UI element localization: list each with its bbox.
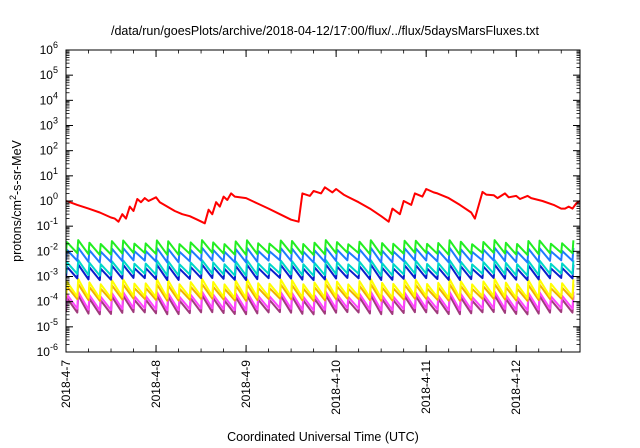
chart-title: /data/run/goesPlots/archive/2018-04-12/1… [111, 24, 540, 38]
series-line-4 [66, 263, 575, 282]
x-axis: 2018-4-7 2018-4-8 2018-4-9 2018-4-10 2018-4-… [59, 50, 562, 415]
y-tick-exponent: -4 [50, 292, 58, 302]
y-tick-label: 10-2 [37, 241, 58, 258]
y-tick-exponent: 3 [53, 116, 58, 126]
y-tick-label: 103 [40, 116, 58, 133]
y-tick-exponent: -1 [50, 216, 58, 226]
y-tick-label: 10-3 [37, 267, 58, 284]
y-tick-label: 10-6 [37, 342, 58, 359]
series-line-6 [66, 283, 575, 302]
y-tick-exponent: -3 [50, 267, 58, 277]
series-line-1 [66, 239, 575, 256]
y-axis-label-pre: protons/cm [10, 200, 24, 262]
y-tick-base: 10 [40, 119, 54, 133]
y-tick-label: 10-1 [37, 216, 58, 233]
y-tick-exponent: -5 [50, 317, 58, 327]
series-line-2 [66, 246, 575, 264]
y-tick-base: 10 [40, 144, 54, 158]
series-line-3 [66, 259, 575, 277]
x-tick-label: 2018-4-8 [149, 360, 163, 408]
series-line-7 [66, 290, 575, 312]
y-axis-label-post: -s-sr-MeV [10, 139, 24, 195]
y-tick-label: 10-5 [37, 317, 58, 334]
y-tick-base: 10 [37, 244, 51, 258]
y-tick-base: 10 [37, 320, 51, 334]
y-tick-label: 104 [40, 90, 58, 107]
series-line-8 [66, 294, 575, 316]
y-tick-label: 10-4 [37, 292, 58, 309]
y-tick-label: 100 [40, 191, 58, 208]
y-tick-label: 106 [40, 40, 58, 57]
y-tick-exponent: 4 [53, 90, 58, 100]
y-tick-base: 10 [37, 219, 51, 233]
y-tick-exponent: 5 [53, 65, 58, 75]
y-tick-label: 105 [40, 65, 58, 82]
x-tick-label: 2018-4-9 [239, 360, 253, 408]
y-tick-base: 10 [40, 68, 54, 82]
y-tick-label: 102 [40, 141, 58, 158]
x-tick-label: 2018-4-10 [329, 360, 343, 415]
y-tick-base: 10 [37, 295, 51, 309]
y-axis: 10-610-510-410-310-210-11001011021031041… [37, 40, 580, 359]
series-line-0 [66, 186, 580, 225]
y-tick-base: 10 [40, 93, 54, 107]
y-tick-exponent: 0 [53, 191, 58, 201]
y-tick-exponent: -6 [50, 342, 58, 352]
y-tick-label: 101 [40, 166, 58, 183]
y-tick-base: 10 [40, 194, 54, 208]
plot-area [66, 186, 580, 316]
x-tick-label: 2018-4-12 [509, 360, 523, 415]
y-tick-base: 10 [40, 169, 54, 183]
y-tick-exponent: 1 [53, 166, 58, 176]
y-axis-label-sup: 2 [8, 195, 18, 200]
x-tick-label: 2018-4-11 [419, 360, 433, 414]
series-layer [66, 186, 580, 316]
y-tick-exponent: 2 [53, 141, 58, 151]
y-tick-exponent: -2 [50, 241, 58, 251]
y-tick-exponent: 6 [53, 40, 58, 50]
x-tick-label: 2018-4-7 [59, 360, 73, 408]
x-axis-label: Coordinated Universal Time (UTC) [227, 430, 419, 444]
series-line-5 [66, 277, 575, 300]
y-tick-base: 10 [37, 345, 51, 359]
y-tick-base: 10 [37, 270, 51, 284]
y-axis-label: protons/cm2-s-sr-MeV [8, 139, 24, 261]
y-tick-base: 10 [40, 43, 54, 57]
